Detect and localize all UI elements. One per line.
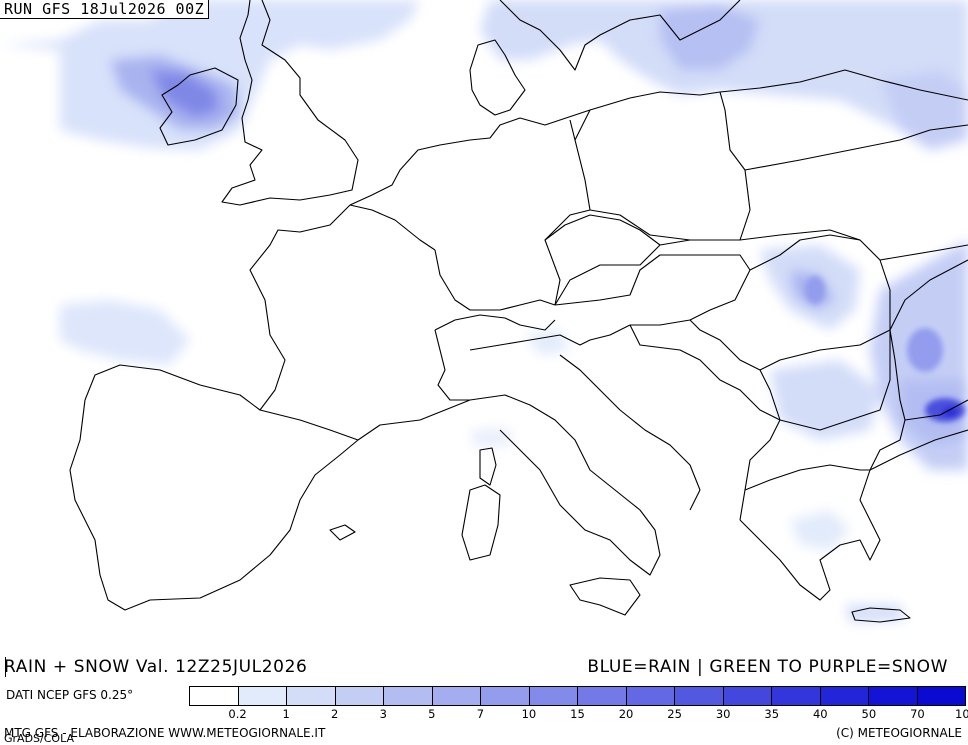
- color-swatch: [529, 687, 578, 705]
- border-austria-hungary: [554, 254, 751, 326]
- scale-tick-label: 2: [331, 707, 339, 721]
- border-greece-north: [744, 464, 870, 491]
- coastline-adriatic: [559, 354, 701, 511]
- coastline-black-sea: [889, 259, 968, 421]
- coastline-europe-mainland: [349, 69, 968, 206]
- border-france-italy: [434, 329, 470, 401]
- coastline-italy: [469, 394, 661, 576]
- island-mallorca: [329, 524, 356, 541]
- border-italy-north: [469, 324, 631, 351]
- scale-tick-label: 25: [667, 707, 682, 721]
- color-swatch: [287, 687, 336, 705]
- scale-tick-label: 5: [428, 707, 436, 721]
- precip-area-scandinavia: [480, 0, 968, 140]
- color-swatch: [578, 687, 627, 705]
- border-czech-slovakia: [544, 214, 691, 306]
- scale-tick-label: 1: [282, 707, 290, 721]
- color-swatch: [869, 687, 918, 705]
- precip-area-greece: [790, 510, 850, 550]
- border-switzerland: [434, 314, 556, 331]
- precip-area-ireland-core: [150, 70, 220, 118]
- scale-tick-label: 30: [715, 707, 731, 721]
- coastline-great-britain: [221, 0, 359, 206]
- color-key-note: BLUE=RAIN | GREEN TO PURPLE=SNOW: [587, 657, 948, 677]
- scale-tick-label: 70: [910, 707, 925, 721]
- coastline-iberia: [69, 399, 471, 611]
- data-source-label: DATI NCEP GFS 0.25°: [6, 688, 134, 702]
- precip-cell-romania: [907, 328, 943, 372]
- coastline-ireland: [159, 67, 239, 146]
- color-swatch: [626, 687, 675, 705]
- coastline-greece: [739, 429, 968, 601]
- border-france-belgium: [349, 204, 436, 251]
- scale-tick-label: 100: [955, 707, 968, 721]
- precip-cell-ukraine: [805, 276, 825, 304]
- border-balkans: [629, 324, 781, 521]
- credits-left: MTG GFS - ELABORAZIONE WWW.METEOGIORNALE…: [4, 726, 326, 740]
- coastline-scandinavia: [499, 0, 741, 71]
- precip-area-corsica: [470, 428, 510, 447]
- color-swatch: [432, 687, 481, 705]
- precip-cell-black-sea-inner: [942, 407, 958, 417]
- color-swatch: [820, 687, 869, 705]
- border-poland: [574, 91, 751, 241]
- coastline-france-atlantic: [84, 204, 351, 411]
- precipitation-field: [0, 0, 968, 622]
- precip-area-russia: [880, 70, 968, 150]
- map-canvas: [0, 0, 968, 623]
- color-swatch: [772, 687, 821, 705]
- scale-tick-label: 40: [812, 707, 828, 721]
- title-divider: [5, 657, 6, 677]
- color-swatch: [481, 687, 530, 705]
- scale-tick-label: 15: [570, 707, 585, 721]
- island-corsica: [479, 447, 497, 486]
- border-germany-east: [544, 119, 591, 306]
- border-romania: [689, 234, 891, 371]
- coastline-denmark: [469, 39, 526, 116]
- color-swatch: [675, 687, 724, 705]
- color-swatch: [190, 687, 239, 705]
- precip-area-baltic: [660, 5, 760, 70]
- color-swatch: [723, 687, 772, 705]
- scale-tick-label: 7: [476, 707, 485, 721]
- color-swatch: [238, 687, 287, 705]
- border-ukraine-belarus: [739, 124, 968, 261]
- scale-tick-label: 10: [521, 707, 537, 721]
- precipitation-map: RUN GFS 18Jul2026 00Z: [0, 0, 968, 623]
- border-germany-west: [434, 249, 556, 311]
- scale-tick-label: 35: [764, 707, 780, 721]
- color-swatch: [917, 687, 965, 705]
- island-sardinia: [461, 484, 501, 561]
- run-label: RUN GFS 18Jul2026 00Z: [0, 0, 210, 19]
- precip-area-alps: [525, 330, 570, 355]
- border-turkey: [869, 419, 906, 471]
- border-spain-france: [259, 409, 359, 441]
- map-footer: RAIN + SNOW Val. 12Z25JUL2026 BLUE=RAIN …: [0, 655, 968, 745]
- color-swatch: [384, 687, 433, 705]
- scale-tick-label: 3: [379, 707, 387, 721]
- precip-area-biscay: [60, 300, 190, 365]
- island-sicily: [569, 577, 641, 616]
- map-title: RAIN + SNOW Val. 12Z25JUL2026: [4, 657, 308, 677]
- scale-tick-label: 50: [861, 707, 877, 721]
- scale-tick-label: 0.2: [228, 707, 247, 721]
- scale-tick-label: 20: [618, 707, 634, 721]
- color-swatch: [335, 687, 384, 705]
- credits-right: (C) METEOGIORNALE: [836, 726, 962, 740]
- color-scale-bar: [189, 686, 966, 706]
- precip-area-balkans: [770, 360, 880, 440]
- island-crete: [851, 607, 911, 623]
- map-outlines: [69, 0, 968, 623]
- color-scale-ticks: 0.212357101520253035405070100: [189, 707, 968, 721]
- border-bulgaria: [759, 330, 891, 431]
- credits-grads: GrADS/COLA: [4, 732, 74, 745]
